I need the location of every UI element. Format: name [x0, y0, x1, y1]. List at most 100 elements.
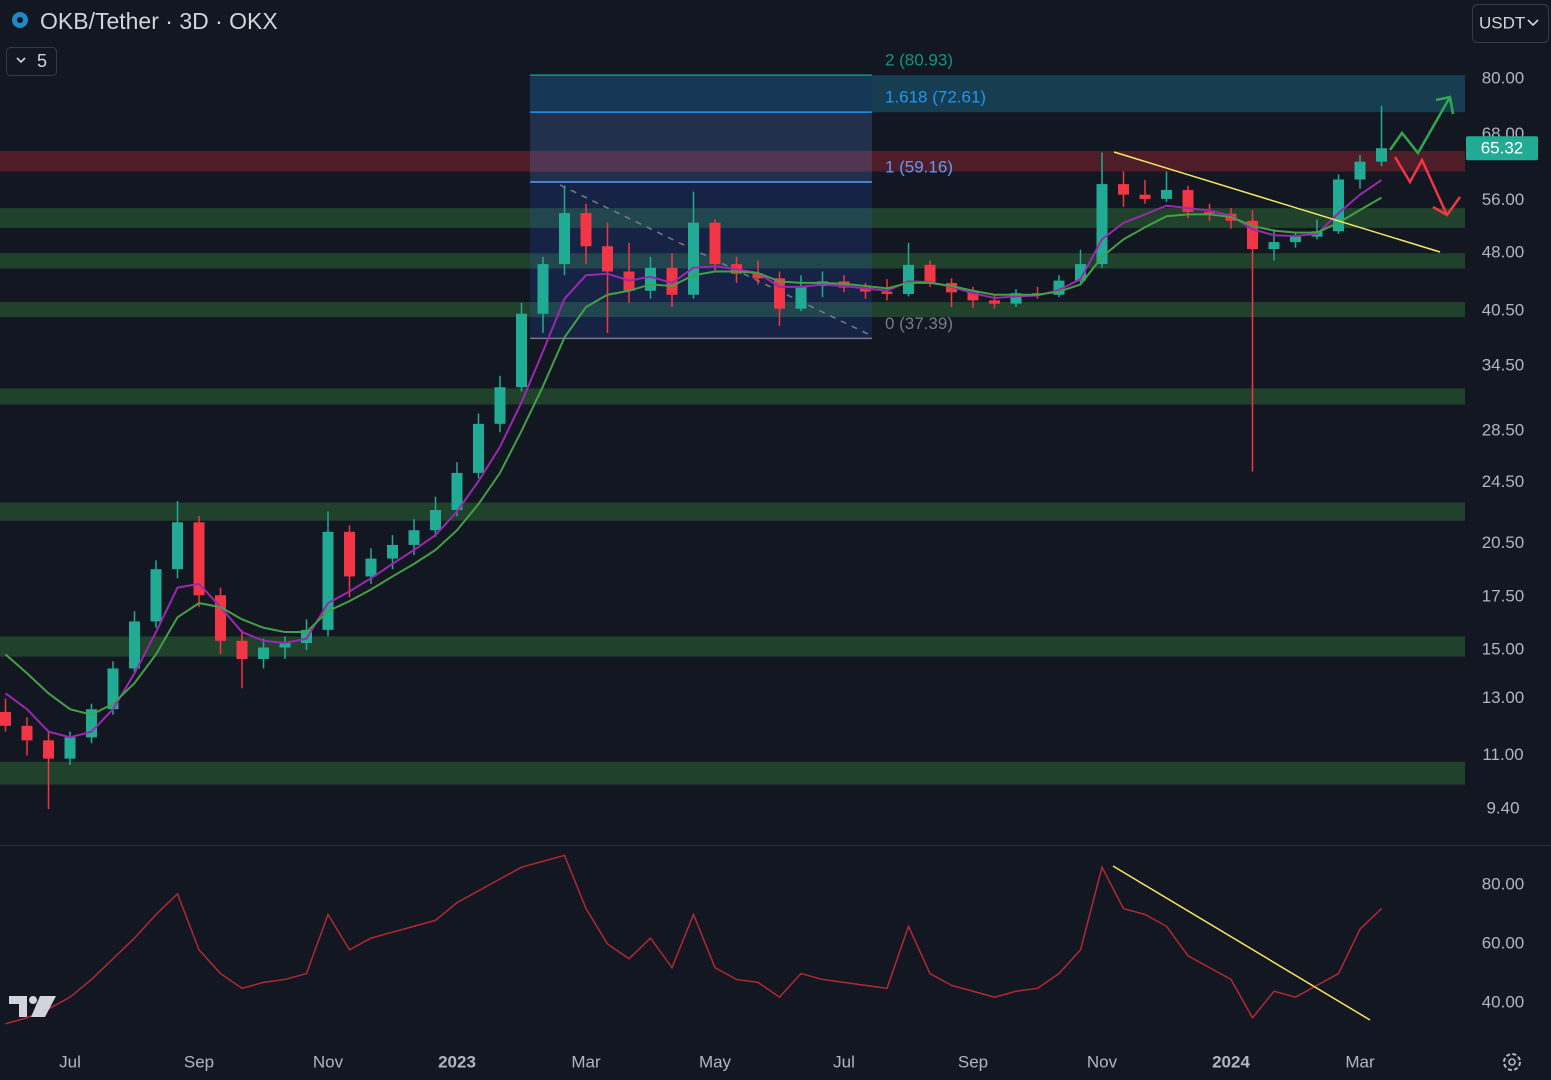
candle-body [860, 287, 871, 292]
candle-body [344, 531, 355, 577]
x-tick-label: Nov [1087, 1052, 1118, 1071]
candle-body [709, 222, 721, 265]
tradingview-logo [9, 996, 56, 1017]
gear [1503, 1053, 1521, 1071]
candle-body [1204, 211, 1215, 214]
fib-label: 1.618 (72.61) [885, 88, 986, 107]
settings-icon[interactable] [1503, 1053, 1521, 1071]
rsi-tick-label: 60.00 [1482, 933, 1525, 952]
y-tick-label: 13.00 [1482, 688, 1525, 707]
x-tick-label: Nov [313, 1052, 344, 1071]
candle-body [43, 740, 54, 759]
symbol-icon-inner [17, 17, 23, 23]
y-tick-label: 11.00 [1482, 745, 1523, 764]
candle-body [258, 647, 269, 659]
bullish-arrowhead [1435, 95, 1455, 115]
chevron [16, 57, 26, 64]
header: OKB/Tether · 3D · OKX 5 USDT [6, 4, 1549, 76]
zone [0, 502, 1465, 521]
moving-average [4, 196, 1382, 716]
zone [0, 150, 1465, 172]
candle-body [1118, 184, 1129, 195]
fib-band [530, 181, 872, 339]
candle-body [365, 558, 377, 577]
rsi-trendline [1112, 865, 1371, 1021]
x-tick-label: Mar [571, 1052, 601, 1071]
rsi-pane [5, 854, 1383, 1025]
zone [0, 302, 1465, 318]
candle-body [1354, 161, 1366, 180]
zone [0, 636, 1465, 657]
y-tick-label: 24.50 [1482, 472, 1525, 491]
bearish-arrow [1393, 156, 1449, 216]
candle-body [516, 313, 527, 388]
fib-band [530, 112, 872, 182]
candle-body [580, 213, 592, 247]
candle-body [1333, 179, 1344, 232]
x-tick-label: Jul [59, 1052, 81, 1071]
x-tick-label: 2023 [438, 1052, 476, 1071]
candle-body [387, 544, 398, 559]
candle-body [494, 387, 506, 424]
candles [0, 105, 1387, 810]
candle-body [1268, 242, 1280, 250]
candle-body [451, 472, 463, 511]
candle-body [1247, 220, 1258, 250]
hidden-indicator-count: 5 [37, 51, 47, 71]
candle-body [1053, 280, 1065, 295]
candle-body [752, 273, 764, 279]
labels: 0 (37.39) 1 (59.16) 1.618 (72.61) 2 (80.93)… [59, 51, 1538, 1071]
candle-body [774, 278, 785, 309]
candle-body [602, 246, 613, 272]
candle-body [408, 530, 420, 545]
y-tick-label: 20.50 [1482, 533, 1525, 552]
x-tick-label: Jul [833, 1052, 855, 1071]
candle-body [0, 711, 11, 726]
indicator-toggle[interactable] [6, 47, 57, 76]
candle-body [688, 222, 699, 295]
candle-body [215, 595, 226, 641]
rsi-tick-label: 40.00 [1482, 993, 1525, 1012]
last-price-label: 65.32 [1481, 139, 1524, 158]
symbol-title: OKB/Tether · 3D · OKX [40, 8, 278, 34]
chevron [1527, 19, 1539, 27]
zone [0, 761, 1465, 785]
x-tick-label: Sep [958, 1052, 988, 1071]
candle-body [559, 213, 570, 265]
currency-label: USDT [1479, 13, 1525, 32]
candle-body [64, 737, 76, 759]
candle-body [473, 423, 484, 473]
x-tick-label: Mar [1345, 1052, 1375, 1071]
candle-body [279, 643, 291, 648]
y-tick-label: 17.50 [1482, 587, 1525, 606]
fib-band [530, 75, 872, 113]
fib-label: 2 (80.93) [885, 51, 953, 70]
fib-label: 0 (37.39) [885, 314, 953, 333]
candle-body [107, 668, 119, 710]
trendline [1113, 151, 1441, 253]
zone [0, 388, 1465, 405]
candle-body [193, 522, 205, 596]
rsi-line [5, 854, 1383, 1025]
fib-extension [871, 75, 1465, 113]
candle-body [301, 629, 312, 644]
x-tick-label: 2024 [1212, 1052, 1250, 1071]
zones [0, 74, 1465, 785]
candle-body [537, 264, 549, 314]
candle-body [666, 267, 678, 295]
y-tick-label: 48.00 [1482, 243, 1525, 262]
candle-body [1161, 189, 1172, 199]
y-tick-label: 28.50 [1482, 420, 1525, 439]
y-tick-label: 56.00 [1482, 190, 1525, 209]
currency-select[interactable] [1472, 4, 1549, 43]
candle-body [1010, 293, 1022, 304]
x-tick-label: Sep [184, 1052, 214, 1071]
y-tick-label: 15.00 [1482, 639, 1525, 658]
candle-body [924, 264, 936, 283]
candle-body [1139, 194, 1151, 199]
candle-body [1376, 148, 1387, 162]
gear-center [1508, 1058, 1516, 1066]
candle-body [1096, 184, 1108, 265]
y-tick-label: 40.50 [1482, 301, 1525, 320]
candle-body [150, 569, 162, 622]
